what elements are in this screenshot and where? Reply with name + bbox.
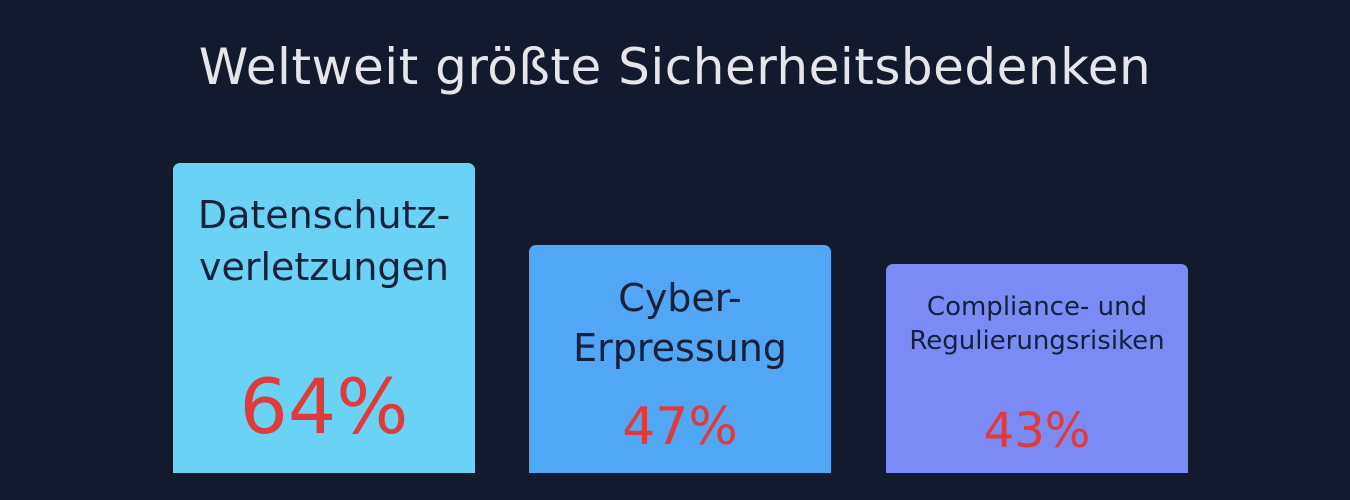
bar: Datenschutz-verletzungen 64% xyxy=(173,163,475,473)
bar-label: Cyber- Erpressung xyxy=(529,273,831,373)
bar-label: Datenschutz-verletzungen xyxy=(173,189,475,293)
chart-title: Weltweit größte Sicherheitsbedenken xyxy=(198,38,1152,96)
bar-label-line: verletzungen xyxy=(198,245,450,289)
bar-value-label: 64% xyxy=(239,362,409,451)
bar: Compliance- und Regulierungsrisiken 43% xyxy=(886,264,1188,473)
bar: Cyber- Erpressung 47% xyxy=(529,245,831,473)
bar-value-label: 47% xyxy=(622,397,738,457)
bar-label-line: Datenschutz- xyxy=(197,193,451,237)
bar-label-line: Erpressung xyxy=(573,326,787,370)
bar-label: Compliance- und Regulierungsrisiken xyxy=(886,290,1188,358)
bar-label-line: Compliance- und xyxy=(926,292,1148,322)
bar-label-line: Regulierungsrisiken xyxy=(909,326,1165,356)
bar-value-label: 43% xyxy=(983,403,1091,459)
bar-label-line: Cyber- xyxy=(618,276,742,320)
